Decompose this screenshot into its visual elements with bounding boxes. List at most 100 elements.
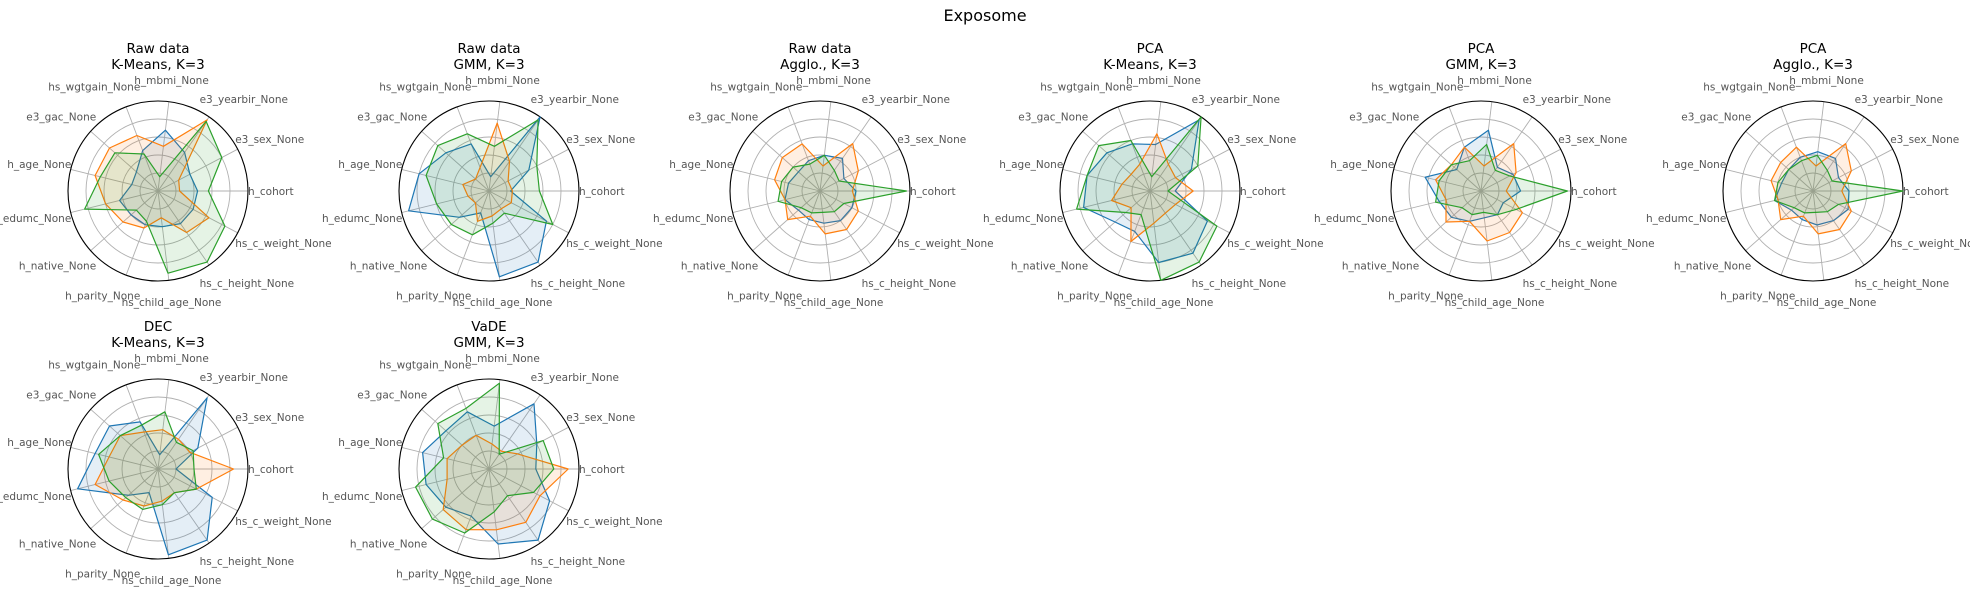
- polar-frame: [398, 378, 580, 560]
- axis-spoke: [488, 394, 541, 470]
- axis-label: hs_wgtgain_None: [1371, 81, 1463, 93]
- axis-label: h_mbmi_None: [465, 75, 540, 87]
- series-polygon: [462, 122, 514, 222]
- axis-spoke: [1480, 190, 1533, 266]
- axis-label: h_mbmi_None: [796, 75, 871, 87]
- axis-spoke: [157, 468, 238, 512]
- radar-chart: h_cohort e3_sex_None e3_yearbir_None h_mbmi…: [322, 319, 663, 587]
- axis-label: h_cohort: [579, 464, 625, 476]
- series-polygon: [97, 411, 197, 510]
- axis-spoke: [421, 190, 490, 252]
- axis-spoke: [1480, 190, 1493, 281]
- axis-spoke: [732, 190, 821, 213]
- axis-label: h_age_None: [1330, 159, 1394, 171]
- subplot-title: Raw data: [788, 41, 851, 57]
- axis-label: hs_c_height_None: [531, 278, 626, 290]
- axis-spoke: [1393, 190, 1482, 213]
- series-polygon: [422, 403, 551, 545]
- axis-spoke: [1725, 190, 1814, 213]
- axis-spoke: [421, 408, 490, 470]
- axis-label: e3_sex_None: [897, 134, 966, 146]
- subplot-subtitle: K-Means, K=3: [1103, 57, 1196, 73]
- axis-spoke: [1725, 169, 1814, 192]
- axis-label: h_age_None: [1662, 159, 1726, 171]
- axis-spoke: [488, 190, 569, 234]
- subplot-subtitle: Agglo., K=3: [780, 57, 860, 73]
- axis-spoke: [1812, 101, 1825, 192]
- axis-label: h_cohort: [248, 186, 294, 198]
- axis-label: hs_c_weight_None: [1227, 238, 1323, 250]
- axis-label: h_age_None: [338, 159, 402, 171]
- axis-spoke: [1082, 190, 1151, 252]
- axis-label: hs_c_weight_None: [1890, 238, 1970, 250]
- axis-spoke: [125, 106, 159, 192]
- axis-label: h_edumc_None: [322, 213, 402, 225]
- axis-label: h_cohort: [1240, 186, 1286, 198]
- axis-label: e3_gac_None: [26, 390, 96, 402]
- axis-spoke: [1413, 190, 1482, 252]
- axis-spoke: [732, 169, 821, 192]
- axis-label: hs_c_weight_None: [566, 238, 662, 250]
- subplot-title: DEC: [144, 319, 172, 335]
- axis-spoke: [157, 394, 210, 470]
- axis-spoke: [787, 106, 821, 192]
- axis-label: h_edumc_None: [1646, 213, 1726, 225]
- axis-label: h_native_None: [681, 260, 758, 272]
- axis-label: hs_child_age_None: [453, 575, 553, 587]
- axis-label: h_edumc_None: [1314, 213, 1394, 225]
- subplot-title: PCA: [1468, 41, 1496, 57]
- axis-label: hs_wgtgain_None: [379, 81, 471, 93]
- axis-spoke: [1117, 190, 1151, 276]
- axis-spoke: [1448, 190, 1482, 276]
- axis-spoke: [1448, 106, 1482, 192]
- axis-label: e3_gac_None: [357, 112, 427, 124]
- axis-spoke: [1780, 106, 1814, 192]
- subplot-title: Raw data: [457, 41, 520, 57]
- axis-spoke: [1393, 169, 1482, 192]
- series-polygon: [1075, 116, 1218, 281]
- axis-spoke: [90, 190, 159, 252]
- series-polygon: [408, 116, 548, 278]
- polar-frame: [67, 100, 249, 282]
- axis-spoke: [488, 468, 541, 544]
- axis-spoke: [456, 106, 490, 192]
- axis-spoke: [157, 148, 238, 192]
- axis-spoke: [1149, 148, 1230, 192]
- series-polygon: [1082, 119, 1209, 264]
- axis-spoke: [401, 190, 490, 213]
- axis-label: e3_gac_None: [1018, 112, 1088, 124]
- axis-label: hs_wgtgain_None: [1040, 81, 1132, 93]
- series-polygon: [94, 119, 210, 234]
- subplot-title: PCA: [1800, 41, 1828, 57]
- axis-label: e3_sex_None: [1890, 134, 1959, 146]
- axis-label: h_age_None: [338, 437, 402, 449]
- axis-label: h_native_None: [1674, 260, 1751, 272]
- axis-label: h_age_None: [669, 159, 733, 171]
- series-polygon: [777, 154, 908, 214]
- subplot-subtitle: GMM, K=3: [453, 335, 524, 351]
- axis-spoke: [90, 468, 159, 530]
- axis-label: e3_sex_None: [566, 134, 635, 146]
- radar-chart: h_cohort e3_sex_None e3_yearbir_None h_mbmi…: [983, 41, 1324, 309]
- axis-label: h_parity_None: [65, 291, 140, 303]
- series-polygon: [1434, 143, 1524, 242]
- axis-spoke: [157, 468, 170, 559]
- axis-label: hs_wgtgain_None: [710, 81, 802, 93]
- polar-frame: [1059, 100, 1241, 282]
- series-polygon: [1424, 129, 1522, 222]
- axis-spoke: [1745, 130, 1814, 192]
- axis-spoke: [70, 447, 159, 470]
- axis-spoke: [1745, 190, 1814, 252]
- axis-spoke: [456, 468, 490, 554]
- axis-label: h_cohort: [1571, 186, 1617, 198]
- axis-label: h_cohort: [579, 186, 625, 198]
- axis-spoke: [488, 468, 569, 512]
- axis-label: hs_child_age_None: [122, 297, 222, 309]
- subplot-title: Raw data: [126, 41, 189, 57]
- axis-spoke: [1480, 101, 1493, 192]
- axis-label: h_native_None: [1342, 260, 1419, 272]
- axis-label: e3_yearbir_None: [1523, 94, 1611, 106]
- axis-label: h_mbmi_None: [465, 353, 540, 365]
- radar-chart: h_cohort e3_sex_None e3_yearbir_None h_mbmi…: [1646, 41, 1970, 309]
